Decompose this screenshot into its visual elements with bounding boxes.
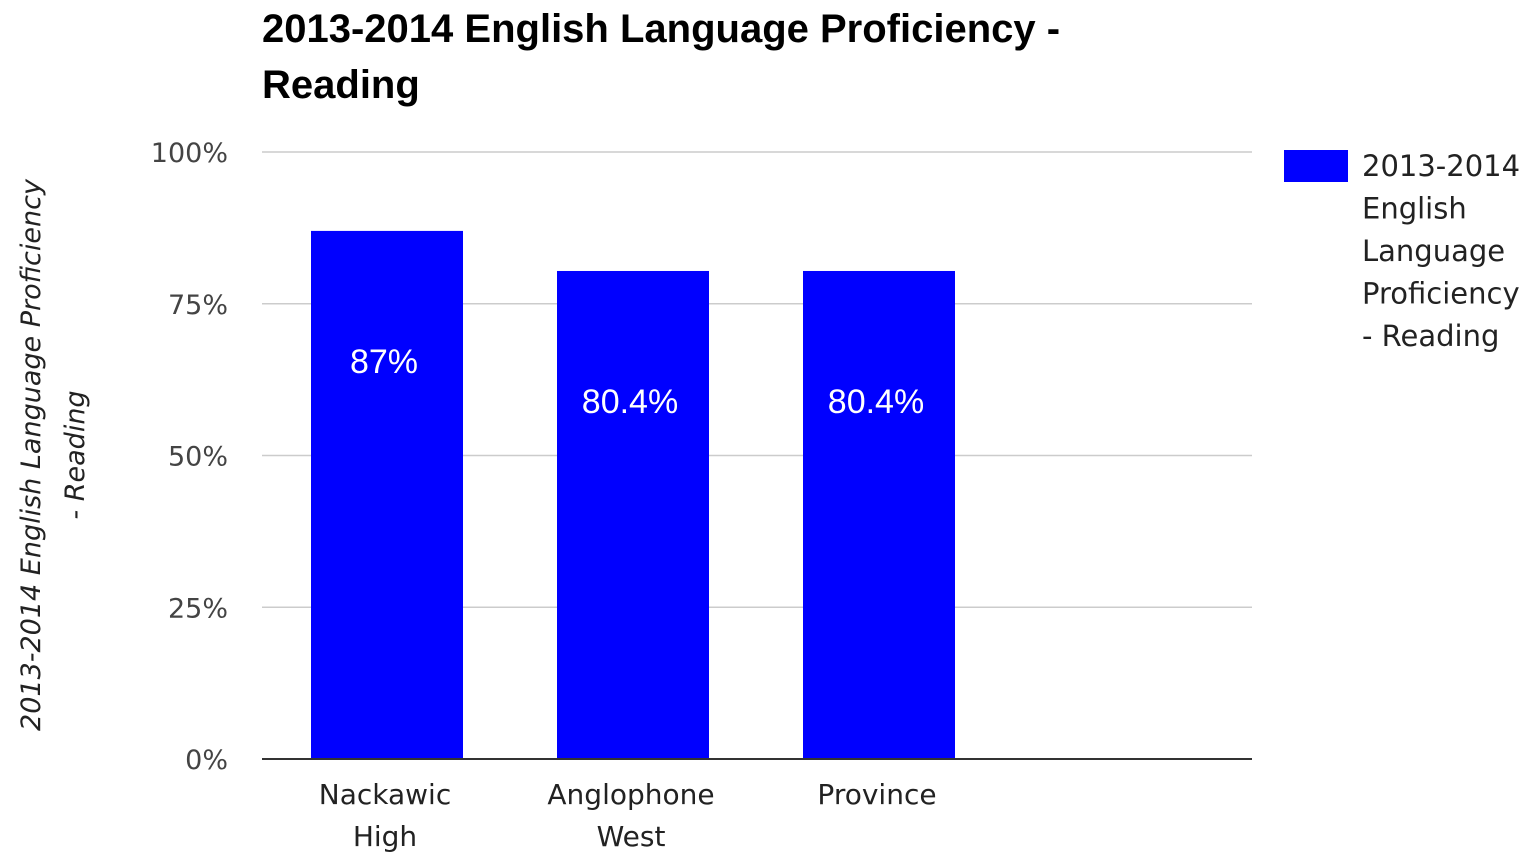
chart-title-line-2: Reading bbox=[262, 63, 420, 107]
y-tick-label: 100% bbox=[151, 138, 228, 169]
y-tick-label: 0% bbox=[185, 745, 228, 776]
legend-label: 2013-2014 bbox=[1362, 149, 1520, 183]
legend-label: Language bbox=[1362, 234, 1505, 268]
category-label: Province bbox=[817, 778, 936, 811]
legend-swatch bbox=[1284, 150, 1348, 182]
category-label: Anglophone bbox=[547, 778, 714, 811]
y-tick-label: 75% bbox=[168, 290, 228, 321]
y-axis-label: 2013-2014 English Language Proficiency -… bbox=[16, 178, 91, 731]
legend-label: English bbox=[1362, 192, 1467, 226]
bars bbox=[311, 230, 955, 759]
chart-title-line-1: 2013-2014 English Language Proficiency - bbox=[262, 7, 1060, 51]
y-axis-label-line-1: 2013-2014 English Language Proficiency bbox=[16, 178, 47, 731]
chart-title: 2013-2014 English Language Proficiency -… bbox=[262, 7, 1060, 107]
data-labels: 87% 80.4% 80.4% bbox=[350, 343, 924, 421]
category-label: West bbox=[597, 820, 666, 853]
y-axis-label-line-2: - Reading bbox=[60, 390, 91, 519]
data-label: 87% bbox=[350, 343, 418, 381]
legend-label: - Reading bbox=[1362, 319, 1499, 353]
bar bbox=[803, 270, 955, 759]
bar bbox=[311, 230, 463, 759]
bar bbox=[557, 270, 709, 759]
y-tick-label: 50% bbox=[168, 442, 228, 473]
category-label: Nackawic bbox=[319, 778, 451, 811]
data-label: 80.4% bbox=[582, 383, 678, 421]
x-axis-categories: Nackawic High Anglophone West Province bbox=[319, 778, 937, 853]
legend-label: Proficiency bbox=[1362, 277, 1520, 311]
y-tick-label: 25% bbox=[168, 593, 228, 624]
data-label: 80.4% bbox=[828, 383, 924, 421]
legend: 2013-2014 English Language Proficiency - Rea… bbox=[1284, 149, 1520, 353]
category-label: High bbox=[353, 820, 417, 853]
y-axis-ticks: 0% 25% 50% 75% 100% bbox=[151, 138, 228, 776]
